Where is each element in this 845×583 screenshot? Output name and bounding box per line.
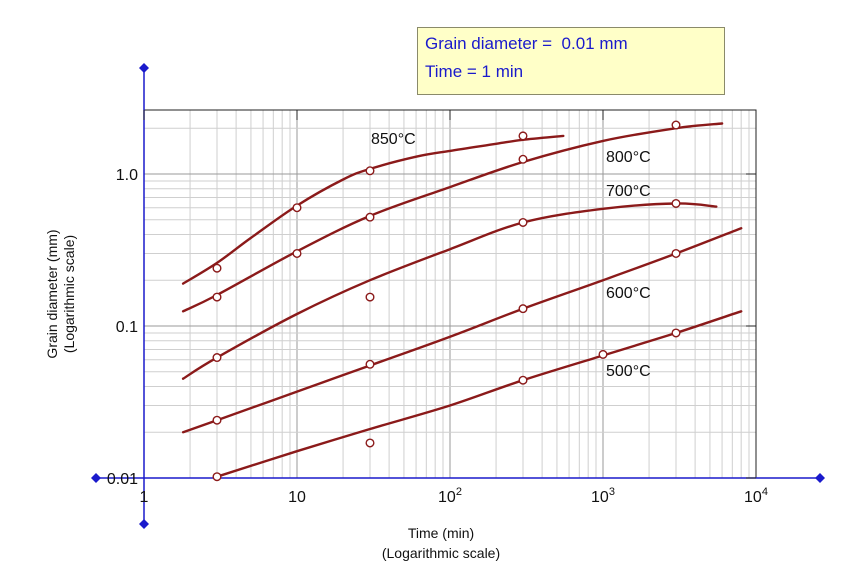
series-curve xyxy=(181,122,724,313)
data-point xyxy=(518,131,528,141)
data-point xyxy=(365,438,375,448)
series-curve xyxy=(181,202,718,380)
series-curve xyxy=(215,310,743,478)
data-point xyxy=(365,359,375,369)
data-point xyxy=(212,353,222,363)
data-point xyxy=(671,248,681,258)
data-point xyxy=(518,304,528,314)
series-label: 800°C xyxy=(606,149,651,166)
series-labels: 850°C 800°C 700°C 600°C 500°C xyxy=(371,131,651,380)
data-point xyxy=(671,198,681,208)
data-point xyxy=(212,292,222,302)
x-axis-right-handle xyxy=(815,473,825,483)
data-point xyxy=(518,375,528,385)
series-label: 700°C xyxy=(606,183,651,200)
data-point xyxy=(598,349,608,359)
x-axis-left-handle xyxy=(91,473,101,483)
y-tick-label: 1.0 xyxy=(116,167,138,184)
annotation-line-1: Grain diameter = 0.01 mm xyxy=(425,34,628,53)
data-point xyxy=(292,248,302,258)
y-axis-bottom-handle xyxy=(139,519,149,529)
x-tick-label: 10 xyxy=(288,489,306,506)
axes xyxy=(91,63,825,529)
x-axis-label: Time (min) xyxy=(408,525,474,541)
y-axis-label: Grain diameter (mm) xyxy=(44,229,60,358)
x-tick-label: 102 xyxy=(438,486,462,506)
series-label: 850°C xyxy=(371,131,416,148)
series-curve xyxy=(181,227,743,434)
y-axis-sublabel: (Logarithmic scale) xyxy=(61,235,77,353)
data-point xyxy=(518,217,528,227)
series-label: 500°C xyxy=(606,363,651,380)
data-point xyxy=(212,263,222,273)
data-point xyxy=(671,120,681,130)
data-point xyxy=(365,292,375,302)
data-point xyxy=(212,415,222,425)
data-point xyxy=(365,212,375,222)
x-tick-label: 1 xyxy=(140,489,149,506)
data-point xyxy=(292,203,302,213)
x-axis-sublabel: (Logarithmic scale) xyxy=(382,545,500,561)
x-tick-label: 103 xyxy=(591,486,615,506)
y-axis-top-handle xyxy=(139,63,149,73)
data-point xyxy=(212,472,222,482)
tick-labels: 1 10 102 103 104 0.01 0.1 1.0 xyxy=(107,110,768,506)
x-tick-label: 104 xyxy=(744,486,768,506)
data-point xyxy=(671,328,681,338)
annotation-box: Grain diameter = 0.01 mm Time = 1 min xyxy=(417,27,725,95)
series-curve xyxy=(181,134,565,285)
y-tick-label: 0.1 xyxy=(116,319,138,336)
grid xyxy=(144,110,756,478)
series xyxy=(181,120,743,482)
series-label: 600°C xyxy=(606,285,651,302)
data-point xyxy=(518,154,528,164)
annotation-line-2: Time = 1 min xyxy=(425,62,524,81)
y-tick-label: 0.01 xyxy=(107,471,138,488)
data-point xyxy=(365,166,375,176)
